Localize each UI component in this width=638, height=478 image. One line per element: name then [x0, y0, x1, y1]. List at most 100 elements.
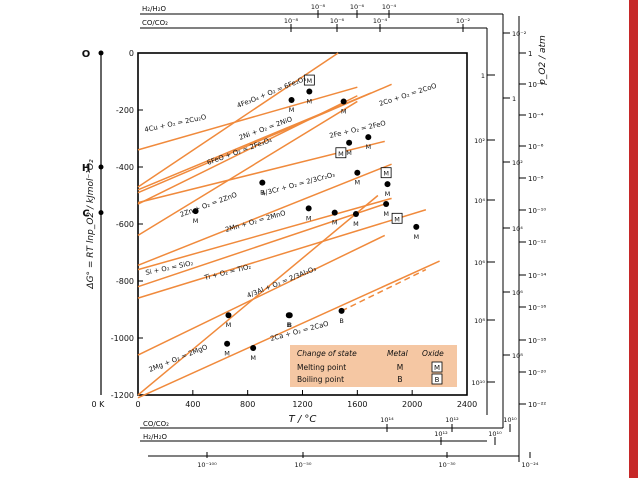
zero-kelvin-label: 0 K: [92, 400, 106, 409]
series-line-dashed: [341, 268, 427, 312]
legend-row-metal: B: [397, 375, 402, 384]
series-label: 4/3Al + O₂ = 2/3Al₂O₃: [246, 265, 318, 300]
transition-point-label: B: [287, 321, 291, 329]
transition-point-label: M: [383, 210, 389, 218]
po2-tick-label: 10⁻¹²: [528, 239, 546, 247]
oxide-marker-box: [335, 147, 347, 159]
bottom-scale-co-tick-label: 10¹²: [445, 416, 459, 424]
y-axis-label: ΔG° = RT lnp_O2 / kJmol⁻¹O₂: [86, 159, 96, 290]
transition-point: [413, 223, 420, 230]
transition-point: [338, 307, 345, 314]
series-label: 2Fe + O₂ = 2FeO: [329, 119, 387, 140]
oxide-marker-label: M: [394, 215, 400, 223]
bottom-scale-po2-tick-label: 10⁻¹⁰⁰: [197, 461, 217, 469]
po2-tick-label: 10⁻¹⁰: [528, 207, 546, 215]
transition-point-label: B: [288, 321, 292, 329]
bottom-scale-po2-tick-label: 10⁻⁵⁰: [295, 461, 312, 469]
series-label: Si + O₂ = SiO₂: [145, 259, 194, 277]
inner-right-tick-label: 10⁴: [474, 197, 485, 205]
scales-layer: O H C H₂/H₂O 10⁻⁸ 10⁻⁶ 10⁻⁴ CO/CO₂ 10⁻⁸ 10⁻⁶ 10⁻⁴ 1…: [82, 3, 548, 469]
top-scale-h2-label: H₂/H₂O: [142, 5, 166, 13]
left-scale-point: [98, 210, 104, 216]
oxide-marker-box: [391, 212, 403, 224]
bottom-scale-co-tick-label: 10¹⁰: [503, 416, 517, 424]
transition-point: [346, 139, 353, 146]
top-scale-h2-tick-label: 10⁻⁶: [350, 3, 365, 11]
transition-point-label: M: [365, 143, 371, 151]
legend-row-label: Melting point: [297, 363, 346, 372]
transition-point: [259, 179, 266, 186]
x-tick-label: 400: [185, 400, 200, 409]
po2-tick-label: 10⁻⁴: [528, 112, 544, 120]
transition-point-label: M: [289, 106, 295, 114]
y-tick-label: -800: [116, 277, 134, 286]
top-scale-co-tick-label: 10⁻⁴: [373, 17, 388, 25]
series-line: [137, 194, 379, 396]
inner-right-tick-label-2: 10⁴: [512, 225, 523, 233]
legend-col-oxide: Oxide: [422, 349, 444, 358]
oxide-marker-box: [380, 167, 392, 179]
transition-point-label: B: [260, 189, 264, 197]
po2-tick-label: 10⁻²: [528, 81, 544, 89]
inner-right-tick-label-2: 10⁶: [512, 289, 523, 297]
transition-point-label: M: [355, 179, 361, 187]
transition-point: [224, 340, 231, 347]
po2-tick-label: 10⁻¹⁴: [528, 272, 546, 280]
transition-point: [286, 312, 293, 319]
inner-right-tick-label: 10⁶: [474, 259, 485, 267]
bottom-scale-po2-tick-label: 10⁻³⁰: [439, 461, 456, 469]
y-tick-label: -600: [116, 220, 134, 229]
po2-tick-label: 10⁻¹⁶: [528, 304, 546, 312]
po2-tick-label: 10⁻¹⁸: [528, 337, 546, 345]
y-tick-label: 0: [129, 49, 134, 58]
series-label: 2Ca + O₂ = 2CaO: [269, 320, 329, 343]
po2-tick-label: 10⁻⁶: [528, 143, 544, 151]
left-scale-point: [98, 50, 104, 56]
transition-point: [288, 97, 295, 104]
po2-axis-title: p_O2 / atm: [538, 35, 548, 86]
oxide-marker-box: [303, 74, 315, 86]
x-tick-label: 2000: [402, 400, 422, 409]
x-tick-label: 0: [135, 400, 140, 409]
oxide-marker-label: M: [307, 77, 313, 85]
legend-box: [290, 345, 457, 387]
legend-col-metal: Metal: [387, 349, 409, 358]
series-label: Ti + O₂ = TiO₂: [203, 263, 253, 283]
inner-right-tick-label-2: 1: [512, 95, 516, 103]
transition-point-label: M: [224, 350, 230, 358]
transition-point-label: B: [339, 317, 343, 325]
x-tick-label: 1600: [347, 400, 367, 409]
top-scale-h2-tick-label: 10⁻⁴: [382, 3, 397, 11]
oxide-marker-label: M: [383, 170, 389, 178]
series-line: [137, 234, 386, 356]
top-scale-co-tick-label: 10⁻⁸: [284, 17, 299, 25]
top-scale-co-tick-label: 10⁻⁶: [330, 17, 345, 25]
transition-point-label: M: [353, 220, 359, 228]
legend-row-oxide: B: [435, 376, 440, 384]
y-tick-label: -400: [116, 163, 134, 172]
series-line: [137, 209, 427, 299]
bottom-scale-h2-tick-label: 10¹⁰: [488, 430, 502, 438]
legend-row-label: Boiling point: [297, 375, 344, 384]
bottom-scale-po2-tick-label: 10⁻²⁴: [522, 461, 539, 469]
transition-point-label: M: [193, 217, 199, 225]
transition-point: [305, 205, 312, 212]
transition-point-label: M: [385, 190, 391, 198]
transition-point: [352, 211, 359, 218]
series-label: 4Cu + O₂ = 2Cu₂O: [144, 113, 207, 134]
series-line: [137, 83, 392, 194]
transition-point-label: M: [307, 97, 313, 105]
po2-tick-label: 10⁻²⁰: [528, 369, 546, 377]
transition-point-label: M: [413, 233, 419, 241]
bottom-scale-co-tick-label: 10¹⁴: [380, 416, 394, 424]
x-axis-label: T / °C: [289, 414, 317, 425]
y-tick-label: -1000: [111, 334, 134, 343]
series-line: [137, 203, 385, 288]
bottom-scale-h2-tick-label: 10¹²: [434, 430, 448, 438]
legend-title: Change of state: [297, 349, 357, 358]
transition-point: [306, 88, 313, 95]
left-scale-label: C: [82, 209, 89, 220]
series-layer: [137, 52, 440, 399]
